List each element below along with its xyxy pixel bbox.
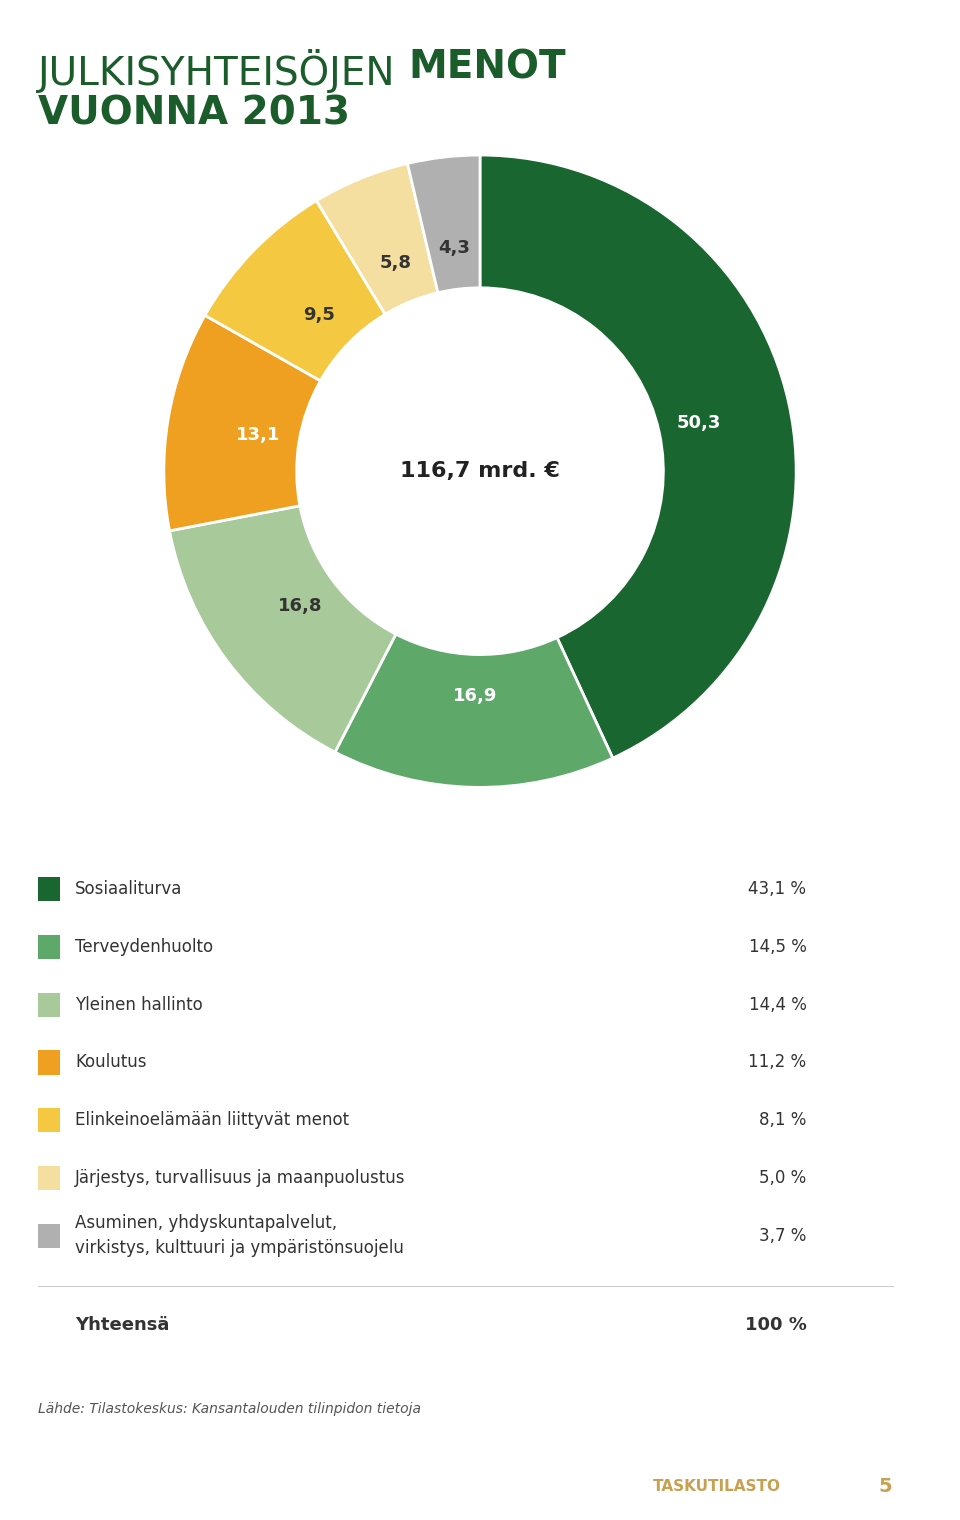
- Text: TASKUTILASTO: TASKUTILASTO: [653, 1479, 780, 1494]
- Text: Terveydenhuolto: Terveydenhuolto: [75, 938, 213, 956]
- Text: 3,7 %: 3,7 %: [759, 1227, 806, 1245]
- Text: Yleinen hallinto: Yleinen hallinto: [75, 996, 203, 1014]
- Text: Järjestys, turvallisuus ja maanpuolustus: Järjestys, turvallisuus ja maanpuolustus: [75, 1169, 405, 1187]
- Text: Elinkeinoelämään liittyvät menot: Elinkeinoelämään liittyvät menot: [75, 1111, 349, 1129]
- Wedge shape: [170, 506, 396, 752]
- Text: 16,8: 16,8: [278, 597, 323, 614]
- Text: JULKISYHTEISÖJEN: JULKISYHTEISÖJEN: [38, 49, 408, 93]
- Text: Lähde: Tilastokeskus: Kansantalouden tilinpidon tietoja: Lähde: Tilastokeskus: Kansantalouden til…: [38, 1401, 421, 1417]
- Text: virkistys, kulttuuri ja ympäristönsuojelu: virkistys, kulttuuri ja ympäristönsuojel…: [75, 1239, 404, 1257]
- Text: Asuminen, yhdyskuntapalvelut,: Asuminen, yhdyskuntapalvelut,: [75, 1214, 337, 1233]
- Text: 5: 5: [878, 1477, 892, 1496]
- Wedge shape: [407, 155, 480, 293]
- Text: 4,3: 4,3: [438, 239, 470, 257]
- Text: 5,0 %: 5,0 %: [759, 1169, 806, 1187]
- Text: 14,4 %: 14,4 %: [749, 996, 806, 1014]
- Text: Yhteensä: Yhteensä: [75, 1316, 169, 1335]
- Text: Sosiaaliturva: Sosiaaliturva: [75, 880, 182, 898]
- Wedge shape: [480, 155, 796, 758]
- Text: MENOT: MENOT: [408, 49, 565, 87]
- Text: 9,5: 9,5: [303, 306, 335, 324]
- Wedge shape: [164, 315, 321, 530]
- Text: 14,5 %: 14,5 %: [749, 938, 806, 956]
- Wedge shape: [335, 634, 612, 787]
- Text: 16,9: 16,9: [453, 687, 497, 705]
- Text: 50,3: 50,3: [677, 413, 721, 432]
- Text: Koulutus: Koulutus: [75, 1053, 146, 1072]
- Text: 8,1 %: 8,1 %: [759, 1111, 806, 1129]
- Wedge shape: [204, 201, 385, 382]
- Text: 116,7 mrd. €: 116,7 mrd. €: [400, 461, 560, 482]
- Wedge shape: [317, 164, 438, 315]
- Text: 13,1: 13,1: [236, 426, 280, 444]
- Text: 100 %: 100 %: [745, 1316, 806, 1335]
- Text: VUONNA 2013: VUONNA 2013: [38, 94, 350, 132]
- Text: 43,1 %: 43,1 %: [749, 880, 806, 898]
- Text: 11,2 %: 11,2 %: [748, 1053, 806, 1072]
- Text: 5,8: 5,8: [379, 254, 411, 272]
